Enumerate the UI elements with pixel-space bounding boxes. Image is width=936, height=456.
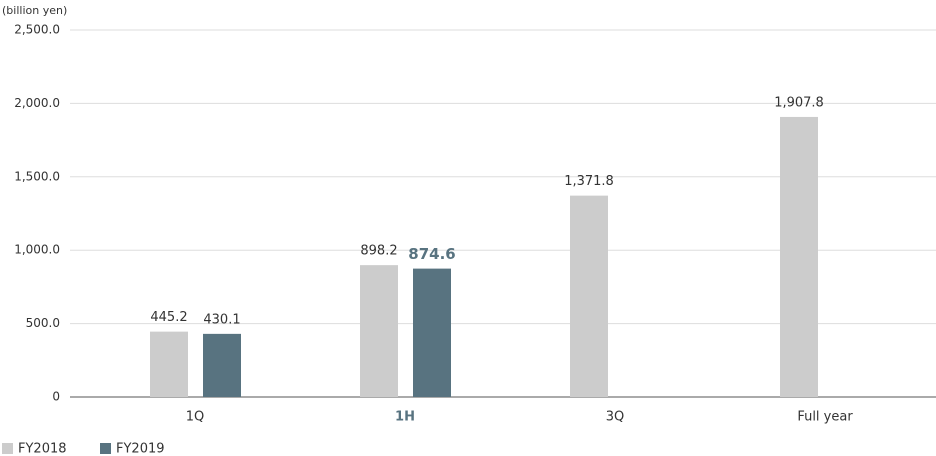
value-label: 430.1 <box>203 312 240 327</box>
value-label: 1,907.8 <box>774 95 824 110</box>
legend-label: FY2019 <box>116 442 165 456</box>
y-tick-label: 500.0 <box>26 316 60 330</box>
bar <box>413 268 451 397</box>
y-tick-label: 1,500.0 <box>14 169 60 183</box>
value-label: 898.2 <box>360 244 397 259</box>
legend-swatch <box>2 443 13 454</box>
bar <box>780 116 818 397</box>
y-tick-label: 1,000.0 <box>14 243 60 257</box>
x-tick-label: 1H <box>395 410 415 425</box>
bar <box>360 265 398 397</box>
y-tick-label: 2,500.0 <box>14 23 60 37</box>
legend-label: FY2018 <box>18 442 67 456</box>
x-tick-label: Full year <box>797 410 853 425</box>
bar <box>150 331 188 397</box>
value-label: 1,371.8 <box>564 174 614 189</box>
value-label: 445.2 <box>150 310 187 325</box>
value-label: 874.6 <box>408 245 455 263</box>
x-tick-label: 1Q <box>186 410 205 425</box>
legend-swatch <box>100 443 111 454</box>
y-tick-label: 2,000.0 <box>14 96 60 110</box>
bar <box>570 195 608 397</box>
y-tick-label: 0 <box>52 390 60 404</box>
y-axis-label: (billion yen) <box>2 4 67 17</box>
bar <box>203 333 241 397</box>
x-tick-label: 3Q <box>606 410 625 425</box>
